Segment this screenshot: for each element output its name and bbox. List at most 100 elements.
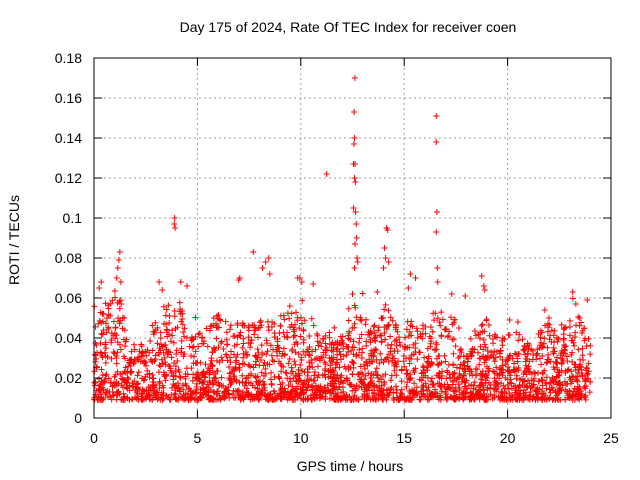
- data-point: [282, 369, 289, 376]
- data-point: [114, 299, 121, 306]
- data-point: [539, 343, 546, 350]
- data-point: [378, 382, 385, 389]
- data-point: [388, 341, 395, 348]
- data-point: [138, 341, 145, 348]
- data-point: [131, 341, 138, 348]
- data-point: [263, 351, 270, 358]
- data-point: [376, 332, 383, 339]
- data-point: [319, 335, 326, 342]
- data-point: [437, 322, 444, 329]
- data-point: [389, 357, 396, 364]
- data-point: [288, 393, 295, 400]
- data-point: [521, 368, 528, 375]
- data-point: [546, 386, 553, 393]
- data-point: [434, 315, 441, 322]
- data-point: [161, 342, 168, 349]
- y-tick-label: 0.1: [63, 210, 83, 226]
- data-point: [376, 360, 383, 367]
- y-tick-label: 0.06: [55, 290, 82, 306]
- data-point: [194, 375, 201, 382]
- data-point: [491, 358, 498, 365]
- data-point: [330, 356, 337, 363]
- data-point: [289, 396, 296, 403]
- data-point: [172, 387, 179, 394]
- data-point: [202, 374, 209, 381]
- data-point: [223, 329, 230, 336]
- grid-lines: [94, 58, 611, 418]
- data-point: [203, 325, 210, 332]
- data-point: [491, 348, 498, 355]
- data-point: [404, 394, 411, 401]
- data-point: [207, 379, 214, 386]
- data-point: [515, 367, 522, 374]
- data-point: [479, 328, 486, 335]
- data-point: [442, 358, 449, 365]
- data-point: [134, 372, 141, 379]
- data-point: [333, 356, 340, 363]
- data-point: [406, 328, 413, 335]
- data-point: [351, 302, 358, 309]
- data-point: [128, 370, 135, 377]
- data-point: [422, 393, 429, 400]
- data-point: [156, 362, 163, 369]
- data-point: [245, 327, 252, 334]
- data-point: [346, 330, 353, 337]
- data-point: [103, 371, 110, 378]
- data-point: [374, 371, 381, 378]
- data-point: [160, 349, 167, 356]
- data-point: [281, 316, 288, 323]
- data-point: [546, 321, 553, 328]
- data-point: [336, 348, 343, 355]
- data-point: [460, 360, 467, 367]
- data-point: [549, 384, 556, 391]
- data-point: [585, 335, 592, 342]
- data-point: [341, 377, 348, 384]
- data-point: [555, 369, 562, 376]
- data-point: [495, 383, 502, 390]
- data-point: [107, 312, 114, 319]
- data-point: [336, 384, 343, 391]
- data-point: [435, 362, 442, 369]
- data-point: [294, 383, 301, 390]
- data-point: [378, 332, 385, 339]
- data-point: [122, 364, 129, 371]
- data-point: [350, 161, 357, 167]
- data-point: [546, 336, 553, 343]
- data-point: [371, 336, 378, 343]
- data-point: [111, 373, 118, 380]
- data-point: [539, 394, 546, 401]
- data-point: [249, 321, 256, 328]
- data-point: [549, 374, 556, 381]
- data-point: [410, 351, 417, 358]
- data-point: [200, 387, 207, 394]
- data-point: [213, 357, 220, 364]
- data-point: [207, 365, 214, 372]
- data-point: [442, 385, 449, 392]
- data-point: [484, 347, 491, 354]
- data-point: [217, 317, 224, 324]
- data-point: [403, 326, 410, 333]
- data-point: [288, 364, 295, 371]
- data-point: [490, 355, 497, 362]
- data-point: [381, 330, 388, 337]
- data-point: [98, 366, 105, 373]
- data-point: [532, 370, 539, 377]
- data-point: [499, 394, 506, 401]
- data-point: [171, 313, 178, 320]
- data-point: [391, 360, 398, 367]
- data-point: [372, 338, 379, 345]
- data-point: [378, 338, 385, 345]
- data-point: [525, 367, 532, 374]
- data-point: [433, 209, 440, 215]
- data-point: [583, 364, 590, 371]
- data-point: [541, 340, 548, 347]
- data-point: [281, 352, 288, 359]
- data-point: [553, 360, 560, 367]
- data-point: [491, 368, 498, 375]
- data-point: [223, 352, 230, 359]
- data-point: [298, 279, 305, 285]
- data-point: [214, 324, 221, 331]
- data-point: [530, 381, 537, 388]
- data-point: [478, 273, 485, 279]
- data-point: [166, 396, 173, 403]
